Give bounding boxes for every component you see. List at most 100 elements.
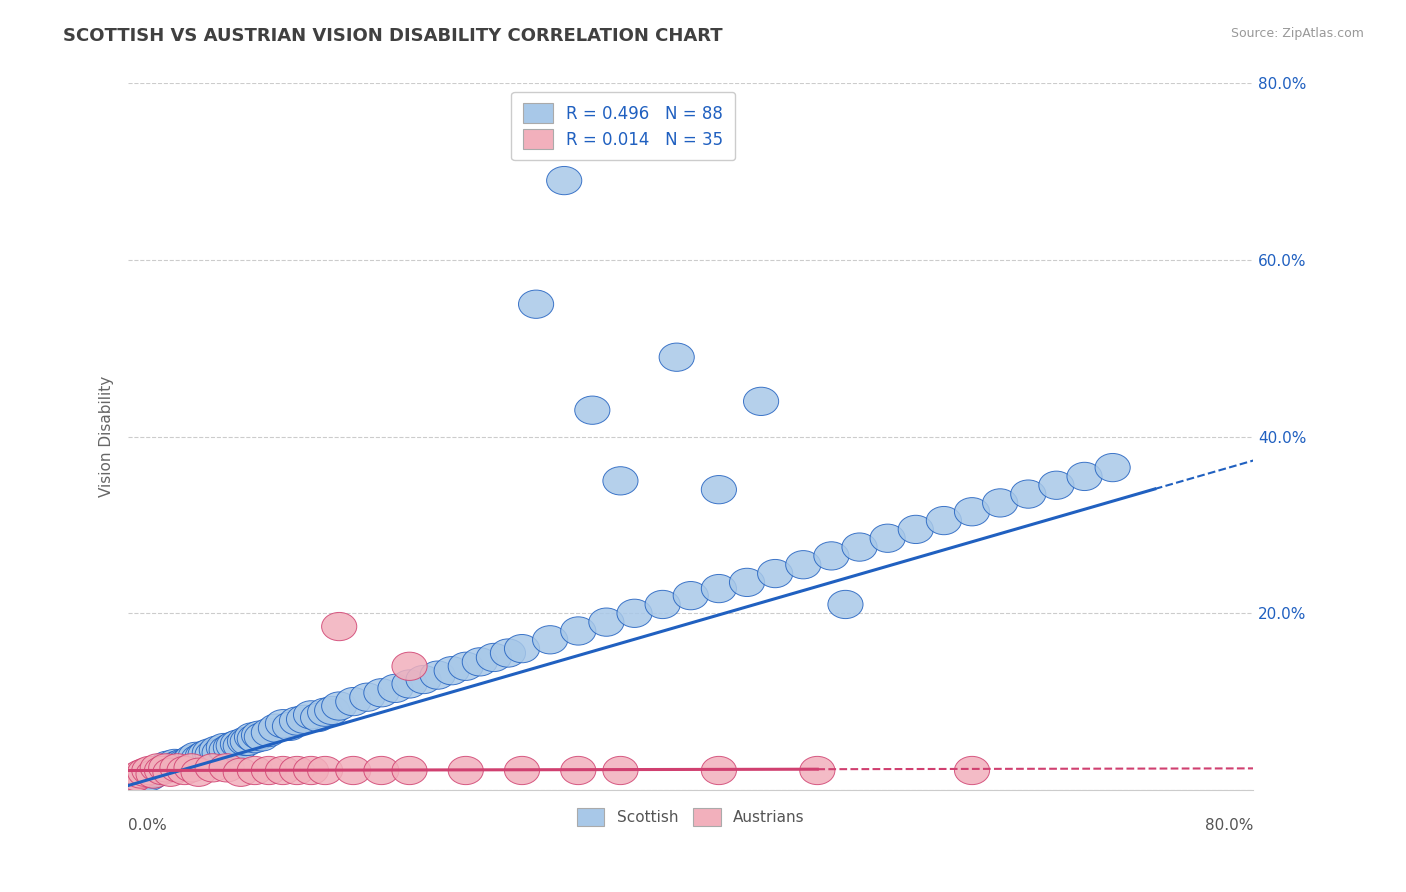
Text: 80.0%: 80.0% xyxy=(1205,818,1253,833)
Ellipse shape xyxy=(179,742,214,771)
Ellipse shape xyxy=(505,634,540,663)
Ellipse shape xyxy=(589,608,624,636)
Ellipse shape xyxy=(153,754,188,782)
Ellipse shape xyxy=(561,756,596,785)
Ellipse shape xyxy=(983,489,1018,517)
Ellipse shape xyxy=(828,591,863,619)
Ellipse shape xyxy=(160,754,195,782)
Ellipse shape xyxy=(955,756,990,785)
Ellipse shape xyxy=(702,574,737,603)
Ellipse shape xyxy=(449,652,484,681)
Ellipse shape xyxy=(744,387,779,416)
Ellipse shape xyxy=(266,709,301,738)
Ellipse shape xyxy=(294,756,329,785)
Ellipse shape xyxy=(259,714,294,742)
Ellipse shape xyxy=(491,639,526,667)
Ellipse shape xyxy=(603,467,638,495)
Ellipse shape xyxy=(122,763,157,791)
Ellipse shape xyxy=(336,688,371,715)
Ellipse shape xyxy=(420,661,456,690)
Ellipse shape xyxy=(870,524,905,552)
Ellipse shape xyxy=(188,740,224,769)
Ellipse shape xyxy=(125,765,160,794)
Ellipse shape xyxy=(477,643,512,672)
Ellipse shape xyxy=(392,756,427,785)
Ellipse shape xyxy=(898,516,934,543)
Ellipse shape xyxy=(659,343,695,371)
Ellipse shape xyxy=(505,756,540,785)
Ellipse shape xyxy=(575,396,610,425)
Ellipse shape xyxy=(150,751,186,780)
Ellipse shape xyxy=(235,723,270,751)
Text: Source: ZipAtlas.com: Source: ZipAtlas.com xyxy=(1230,27,1364,40)
Text: SCOTTISH VS AUSTRIAN VISION DISABILITY CORRELATION CHART: SCOTTISH VS AUSTRIAN VISION DISABILITY C… xyxy=(63,27,723,45)
Ellipse shape xyxy=(195,740,231,769)
Ellipse shape xyxy=(209,754,245,782)
Ellipse shape xyxy=(1067,462,1102,491)
Ellipse shape xyxy=(186,742,221,771)
Legend: Scottish, Austrians: Scottish, Austrians xyxy=(571,802,811,831)
Ellipse shape xyxy=(800,756,835,785)
Ellipse shape xyxy=(149,754,184,782)
Ellipse shape xyxy=(238,756,273,785)
Ellipse shape xyxy=(350,683,385,711)
Ellipse shape xyxy=(287,706,322,733)
Ellipse shape xyxy=(214,733,249,762)
Ellipse shape xyxy=(301,704,336,731)
Ellipse shape xyxy=(308,756,343,785)
Ellipse shape xyxy=(141,754,176,782)
Ellipse shape xyxy=(266,756,301,785)
Ellipse shape xyxy=(118,767,153,796)
Ellipse shape xyxy=(209,736,245,764)
Ellipse shape xyxy=(519,290,554,318)
Ellipse shape xyxy=(221,730,256,758)
Ellipse shape xyxy=(142,756,177,785)
Ellipse shape xyxy=(280,756,315,785)
Ellipse shape xyxy=(252,718,287,747)
Ellipse shape xyxy=(547,167,582,194)
Ellipse shape xyxy=(207,733,242,762)
Ellipse shape xyxy=(132,756,167,785)
Ellipse shape xyxy=(702,475,737,504)
Ellipse shape xyxy=(200,736,235,764)
Y-axis label: Vision Disability: Vision Disability xyxy=(100,376,114,498)
Ellipse shape xyxy=(153,758,188,787)
Ellipse shape xyxy=(224,731,259,760)
Ellipse shape xyxy=(174,754,209,782)
Ellipse shape xyxy=(955,498,990,526)
Ellipse shape xyxy=(228,727,263,756)
Ellipse shape xyxy=(533,625,568,654)
Ellipse shape xyxy=(174,745,209,773)
Ellipse shape xyxy=(181,758,217,787)
Ellipse shape xyxy=(1011,480,1046,508)
Ellipse shape xyxy=(364,679,399,707)
Ellipse shape xyxy=(252,756,287,785)
Ellipse shape xyxy=(603,756,638,785)
Ellipse shape xyxy=(702,756,737,785)
Ellipse shape xyxy=(378,674,413,703)
Ellipse shape xyxy=(224,758,259,787)
Ellipse shape xyxy=(238,724,273,753)
Ellipse shape xyxy=(927,507,962,534)
Ellipse shape xyxy=(172,747,207,776)
Ellipse shape xyxy=(561,617,596,645)
Ellipse shape xyxy=(120,763,155,791)
Ellipse shape xyxy=(730,568,765,597)
Ellipse shape xyxy=(167,756,202,785)
Ellipse shape xyxy=(758,559,793,588)
Ellipse shape xyxy=(139,758,174,787)
Ellipse shape xyxy=(392,670,427,698)
Ellipse shape xyxy=(146,754,181,782)
Ellipse shape xyxy=(336,756,371,785)
Ellipse shape xyxy=(245,723,280,751)
Ellipse shape xyxy=(217,731,252,760)
Ellipse shape xyxy=(449,756,484,785)
Ellipse shape xyxy=(128,760,163,789)
Ellipse shape xyxy=(315,697,350,724)
Ellipse shape xyxy=(617,599,652,627)
Ellipse shape xyxy=(202,739,238,767)
Ellipse shape xyxy=(1095,453,1130,482)
Ellipse shape xyxy=(1039,471,1074,500)
Ellipse shape xyxy=(231,727,266,756)
Ellipse shape xyxy=(145,756,180,785)
